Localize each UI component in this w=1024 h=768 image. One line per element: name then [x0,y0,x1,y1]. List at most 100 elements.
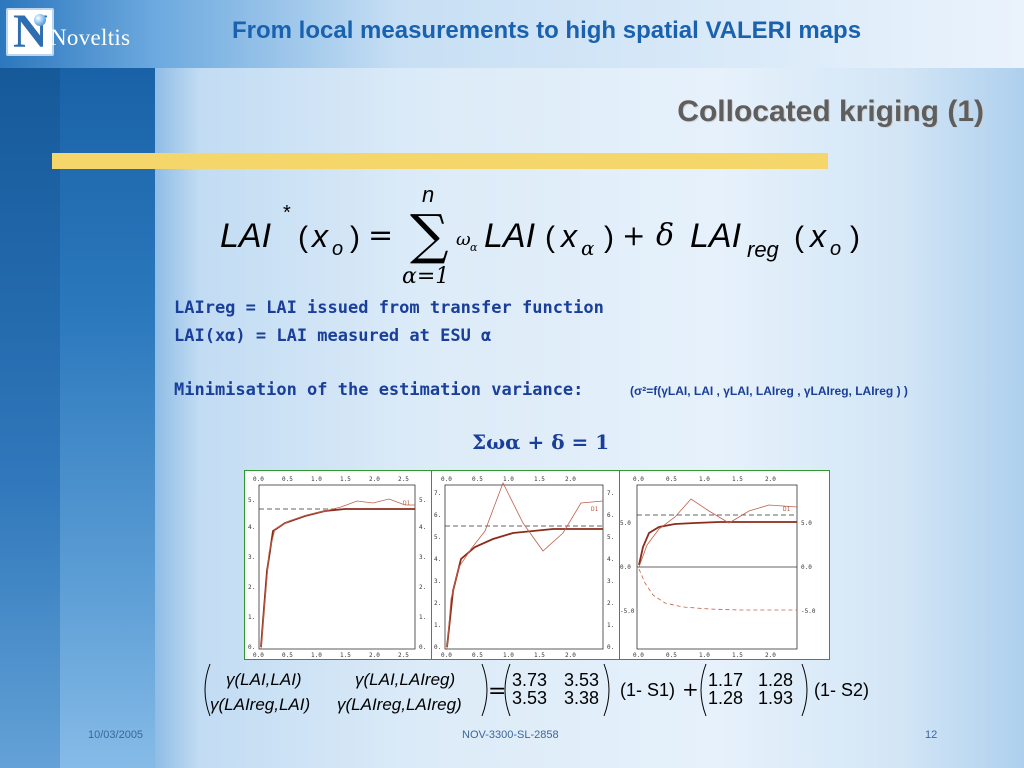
variogram-matrix: γ(LAI,LAI) γ(LAI,LAIreg) γ(LAIreg,LAI) γ… [200,660,900,720]
formula-term2: LAI [690,217,742,255]
formula-lhs: LAI [220,217,272,255]
formula-xa: x [559,218,578,254]
plot-2-xtick: 0.5 [472,476,483,483]
plot-2-model-curve [446,528,603,648]
plot-3-xtick: 1.0 [699,476,710,483]
left-band-dark [0,68,60,768]
logo-box: N [6,5,54,58]
formula-plus: + [622,219,645,252]
plot-2-xtick-bottom: 1.0 [503,652,514,659]
plot-3-model-curve [638,521,797,566]
plot-2-ytick: 0. [434,644,441,651]
plot-1-ytick-right: 3. [419,554,426,561]
plot-2-xtick-bottom: 0.0 [441,652,452,659]
plot-3-xtick-bottom: 0.0 [633,652,644,659]
formula-sub-o: o [332,238,343,260]
plot-2-ytick: 6. [434,512,441,519]
plot-2-xtick-bottom: 0.5 [472,652,483,659]
m2-21: 1.28 [708,688,743,708]
plot-3-svg: 0.0 0.5 1.0 1.5 2.0 0.0 0.5 1.0 1.5 2.0 … [620,476,816,659]
plot-3-ytick: -5.0 [620,608,635,615]
svg-text:): ) [350,221,360,254]
plot-3-ytick-right: 5.0 [801,520,812,527]
plot-3-xtick: 2.0 [765,476,776,483]
m2-22: 1.93 [758,688,793,708]
plot-2-ytick-right: 7. [607,490,614,497]
plot-1-xtick: 2.5 [398,476,409,483]
plot-2-svg: 0.0 0.5 1.0 1.5 2.0 0.0 0.5 1.0 1.5 2.0 … [434,476,614,659]
plot-2-ytick: 7. [434,490,441,497]
formula-sub-o2: o [830,238,841,260]
formula-svg: LAI * ( x o ) = n ∑ α=1 ω α LAI ( x α ) … [220,182,860,289]
plot-2-xtick: 1.5 [534,476,545,483]
minimisation-formula: (σ²=f(γLAI, LAI , γLAI, LAIreg , γLAIreg… [630,384,908,398]
footer-page-number: 12 [925,729,938,741]
plot-1-model-curve [260,508,415,648]
gamma-21: γ(LAIreg,LAI) [210,695,310,714]
plot-1-xtick-bottom: 1.5 [340,652,351,659]
plot-1-xtick: 1.0 [311,476,322,483]
logo-text: Noveltis [50,25,131,50]
svg-text:=: = [488,679,506,704]
svg-text:+: + [682,677,699,701]
formula-x0b: x [808,218,827,254]
plot-3-experimental-curve [638,498,798,568]
plot-1-xtick: 0.0 [253,476,264,483]
plot-3-xtick: 0.5 [666,476,677,483]
plot-2-xtick: 1.0 [503,476,514,483]
plot-1-xtick-bottom: 2.0 [369,652,380,659]
gamma-11: γ(LAI,LAI) [226,670,302,689]
plot-2-ytick-right: 4. [607,556,614,563]
plot-1-ytick: 4. [248,524,255,531]
formula-delta: δ [656,218,674,253]
plot-1-ytick-right: 1. [419,614,426,621]
definition-lai-xa: LAI(xα) = LAI measured at ESU α [174,326,492,346]
m2-12: 1.28 [758,670,793,690]
plot-2-xtick-bottom: 2.0 [565,652,576,659]
plot-3-ytick: 0.0 [620,564,631,571]
plot-2-xtick-bottom: 1.5 [534,652,545,659]
sum-bottom: α=1 [402,264,449,289]
plot-2-ytick: 2. [434,600,441,607]
footer-doc-id: NOV-3300-SL-2858 [462,729,559,741]
plot-1-xtick: 1.5 [340,476,351,483]
plot-3: 0.0 0.5 1.0 1.5 2.0 0.0 0.5 1.0 1.5 2.0 … [619,471,828,659]
m2-11: 1.17 [708,670,743,690]
formula-reg: reg [747,237,780,262]
plot-2-ytick-right: 3. [607,578,614,585]
plot-1-xtick: 0.5 [282,476,293,483]
plot-3-ytick-right: -5.0 [801,608,816,615]
plot-1-xtick-bottom: 1.0 [311,652,322,659]
plot-2: 0.0 0.5 1.0 1.5 2.0 0.0 0.5 1.0 1.5 2.0 … [431,471,620,659]
plot-2-ytick-right: 5. [607,534,614,541]
formula-xa-alpha: α [581,236,595,260]
plot-1-ytick-right: 0. [419,644,426,651]
kriging-formula: LAI * ( x o ) = n ∑ α=1 ω α LAI ( x α ) … [220,175,900,295]
variogram-plots: 0.0 0.5 1.0 1.5 2.0 2.5 0.0 0.5 1.0 1.5 … [244,470,830,660]
gamma-22: γ(LAIreg,LAIreg) [337,695,462,714]
formula-star: * [283,202,291,224]
noveltis-logo: N Noveltis [6,5,154,58]
plot-3-xtick-bottom: 0.5 [666,652,677,659]
slide-subtitle: Collocated kriging (1) [677,95,984,128]
plot-3-xtick: 0.0 [633,476,644,483]
svg-text:): ) [850,221,860,254]
plot-1-ytick: 1. [248,614,255,621]
plot-3-ytick: 5.0 [620,520,631,527]
header-bar [0,0,1024,68]
formula-x0: x [310,218,329,254]
svg-text:(: ( [545,221,555,254]
plot-1-xtick-bottom: 0.0 [253,652,264,659]
slide-title: From local measurements to high spatial … [232,17,862,44]
plot-2-ytick: 1. [434,622,441,629]
plot-3-xtick-bottom: 1.0 [699,652,710,659]
plot-1-series-label: D1 [403,500,411,507]
formula-eq: = [368,218,393,253]
m1-21: 3.53 [512,688,547,708]
logo-letter: N [13,5,48,58]
plot-3-xtick-bottom: 1.5 [732,652,743,659]
gamma-12: γ(LAI,LAIreg) [355,670,455,689]
m1-12: 3.53 [564,670,599,690]
svg-text:(: ( [794,221,804,254]
formula-omega-alpha: α [470,241,478,254]
